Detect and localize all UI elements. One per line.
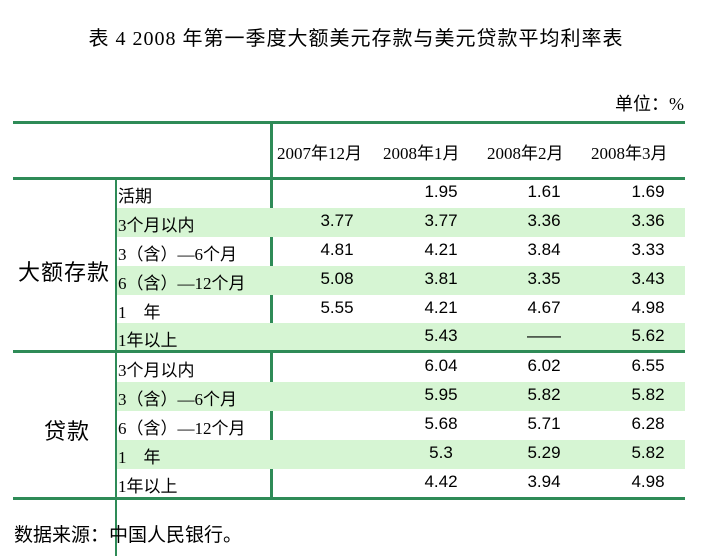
row-label: 3个月以内	[118, 216, 195, 235]
table-top-rule	[13, 121, 685, 124]
row-label: 3（含）—6个月	[118, 245, 237, 264]
col-header-2007-12: 2007年12月	[277, 144, 362, 163]
col-header-2008-02: 2008年2月	[487, 144, 564, 163]
group-column-rule	[115, 180, 117, 556]
table-cell: 5.3	[429, 443, 453, 462]
table-row: 3（含）—6个月 5.95 5.82 5.82	[117, 382, 685, 411]
unit-label: 单位：%	[615, 94, 684, 114]
table-row: 1年以上 5.43 —— 5.62	[117, 323, 685, 350]
table-cell: 5.08	[320, 269, 354, 288]
group-label-loans: 贷款	[44, 419, 91, 444]
table-cell: 5.82	[631, 385, 665, 404]
table-cell: 5.62	[631, 326, 665, 345]
table-row: 活期 1.95 1.61 1.69	[117, 179, 685, 208]
table-cell: 5.43	[424, 326, 458, 345]
row-label: 1年以上	[118, 331, 178, 350]
table-cell: 3.94	[527, 472, 561, 491]
table-cell: 1.61	[527, 182, 561, 201]
table-cell: 3.33	[631, 240, 665, 259]
table-cell: 3.84	[527, 240, 561, 259]
row-label: 1 年	[118, 448, 161, 467]
table-cell: 5.82	[527, 385, 561, 404]
table-row: 6（含）—12个月 5.68 5.71 6.28	[117, 411, 685, 440]
table-title: 表 4 2008 年第一季度大额美元存款与美元贷款平均利率表	[88, 28, 624, 50]
group-label-deposits: 大额存款	[18, 260, 111, 285]
table-cell: 3.43	[631, 269, 665, 288]
table-cell: 4.81	[320, 240, 354, 259]
table-cell: 6.55	[631, 356, 665, 375]
table-cell: 5.68	[424, 414, 458, 433]
row-label: 1年以上	[118, 477, 178, 496]
table-cell: 4.42	[424, 472, 458, 491]
table-cell: 3.36	[631, 211, 665, 230]
table-cell: 5.29	[527, 443, 561, 462]
row-label: 3个月以内	[118, 361, 195, 380]
header-bottom-rule	[13, 177, 685, 180]
row-label: 1 年	[118, 303, 161, 322]
row-label: 3（含）—6个月	[118, 390, 237, 409]
table-cell: 6.02	[527, 356, 561, 375]
table-cell: 3.81	[424, 269, 458, 288]
table-row: 3个月以内 6.04 6.02 6.55	[117, 353, 685, 382]
row-label: 活期	[118, 187, 152, 206]
table-cell: 1.95	[424, 182, 458, 201]
table-row: 3个月以内 3.77 3.77 3.36 3.36	[117, 208, 685, 237]
table-cell: 4.21	[424, 240, 458, 259]
col-header-2008-03: 2008年3月	[591, 144, 668, 163]
table-cell: 5.82	[631, 443, 665, 462]
table-row: 1 年 5.3 5.29 5.82	[117, 440, 685, 469]
table-cell: 3.77	[320, 211, 354, 230]
table-cell: 5.95	[424, 385, 458, 404]
table-cell: 4.67	[527, 298, 561, 317]
table-cell: ——	[527, 326, 561, 345]
table-cell: 4.98	[631, 472, 665, 491]
table-row: 1年以上 4.42 3.94 4.98	[117, 469, 685, 497]
data-source-note: 数据来源：中国人民银行。	[14, 525, 243, 546]
label-column-rule	[270, 121, 273, 500]
table-cell: 4.98	[631, 298, 665, 317]
table-row: 1 年 5.55 4.21 4.67 4.98	[117, 295, 685, 324]
table-cell: 1.69	[631, 182, 665, 201]
table-cell: 3.35	[527, 269, 561, 288]
table-bottom-rule	[13, 497, 685, 500]
rate-table: 2007年12月 2008年1月 2008年2月 2008年3月 大额存款 贷款…	[13, 121, 685, 556]
table-cell: 5.71	[527, 414, 561, 433]
table-cell: 4.21	[424, 298, 458, 317]
table-cell: 6.04	[424, 356, 458, 375]
row-label: 6（含）—12个月	[118, 419, 246, 438]
table-cell: 3.36	[527, 211, 561, 230]
table-cell: 6.28	[631, 414, 665, 433]
table-row: 6（含）—12个月 5.08 3.81 3.35 3.43	[117, 266, 685, 295]
row-label: 6（含）—12个月	[118, 274, 246, 293]
table-row: 3（含）—6个月 4.81 4.21 3.84 3.33	[117, 237, 685, 266]
table-cell: 5.55	[320, 298, 354, 317]
col-header-2008-01: 2008年1月	[383, 144, 460, 163]
table-cell: 3.77	[424, 211, 458, 230]
group-divider-rule	[13, 350, 685, 353]
